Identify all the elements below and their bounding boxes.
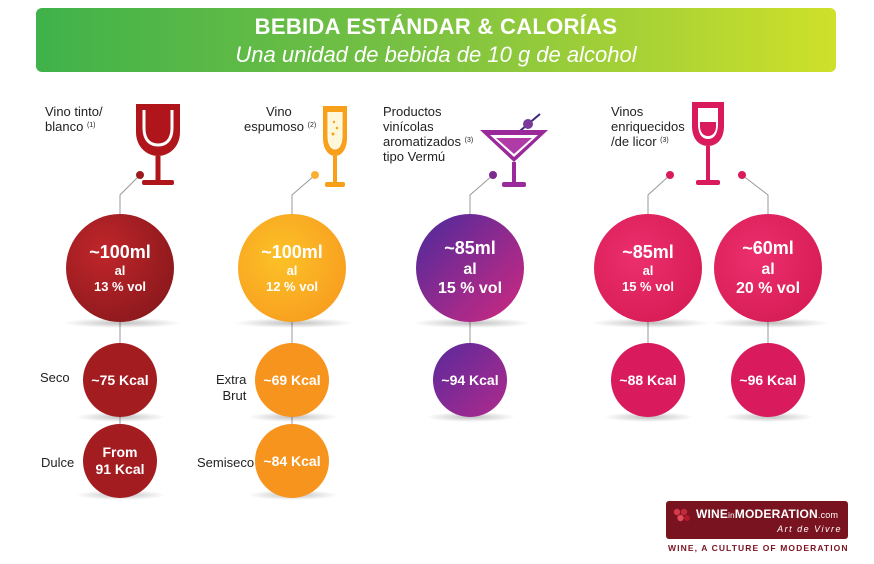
logo-subtitle: WINE, A CULTURE OF MODERATION xyxy=(668,543,849,553)
circle-shadow xyxy=(76,412,166,422)
fortified-b-volume-circle: ~60ml al 20 % vol xyxy=(714,214,822,322)
wine-volume: ~100ml xyxy=(89,241,151,262)
fortified-a-kcal-circle: ~88 Kcal xyxy=(611,343,685,417)
logo-in: in xyxy=(728,511,735,520)
wine-in-moderation-logo[interactable]: WINEinMODERATION.com Art de Vivre xyxy=(666,501,848,539)
header-subtitle: Una unidad de bebida de 10 g de alcohol xyxy=(235,42,637,67)
wine-dry-label: Seco xyxy=(40,370,70,385)
circle-shadow xyxy=(412,318,532,328)
logo-wordmark: WINEinMODERATION.com xyxy=(696,507,838,521)
logo-com: .com xyxy=(817,510,839,520)
fortified-b-kcal-circle: ~96 Kcal xyxy=(731,343,805,417)
wine-label-line1: Vino tinto/ xyxy=(45,104,103,119)
sparkling-label: Vino espumoso (2) xyxy=(244,104,316,134)
circle-shadow xyxy=(710,318,830,328)
fortified-note: (3) xyxy=(660,137,669,144)
wine-sweet-kcal-line2: 91 Kcal xyxy=(95,461,145,477)
extra-brut-line1: Extra xyxy=(216,372,247,387)
fortified-b-volume: ~60ml xyxy=(742,238,794,259)
header-title: BEBIDA ESTÁNDAR & CALORÍAS xyxy=(254,14,618,39)
circle-shadow xyxy=(724,412,814,422)
wine-sweet-label: Dulce xyxy=(41,455,75,470)
aromatized-label-line2: vinícolas xyxy=(383,119,434,134)
header-banner: BEBIDA ESTÁNDAR & CALORÍAS Una unidad de… xyxy=(36,8,836,72)
fortified-wine-glass-icon xyxy=(692,102,724,185)
aromatized-kcal: ~94 Kcal xyxy=(441,371,499,388)
wine-label: Vino tinto/ blanco (1) xyxy=(45,104,103,134)
circle-shadow xyxy=(604,412,694,422)
champagne-flute-icon xyxy=(323,106,347,187)
aromatized-label-line3: aromatizados xyxy=(383,134,462,149)
fortified-label: Vinos enriquecidos /de licor (3) xyxy=(611,104,685,149)
wine-sweet-kcal-circle: From 91 Kcal xyxy=(83,424,157,498)
sparkling-al: al xyxy=(286,263,298,279)
fortified-label-line1: Vinos xyxy=(611,104,644,119)
logo-moderation: MODERATION xyxy=(734,507,818,521)
wine-label-line2: blanco xyxy=(45,119,84,134)
wine-volume-circle: ~100ml al 13 % vol xyxy=(66,214,174,322)
wine-sweet-kcal-line1: From xyxy=(102,444,138,461)
circle-shadow xyxy=(248,412,338,422)
fortified-a-kcal: ~88 Kcal xyxy=(619,371,677,388)
sparkling-note: (2) xyxy=(307,122,317,129)
fortified-b-abv: 20 % vol xyxy=(735,279,801,297)
sparkling-extra-brut-label: Extra Brut xyxy=(216,372,246,404)
sparkling-extra-brut-kcal-circle: ~69 Kcal xyxy=(255,343,329,417)
sparkling-label-line2: espumoso xyxy=(244,119,304,134)
aromatized-label: Productos vinícolas aromatizados (3) tip… xyxy=(383,104,473,164)
cocktail-glass-icon xyxy=(480,113,548,187)
wine-dry-kcal-circle: ~75 Kcal xyxy=(83,343,157,417)
logo-tagline: Art de Vivre xyxy=(777,524,842,534)
aromatized-label-line4: tipo Vermú xyxy=(383,149,446,164)
circle-shadow xyxy=(590,318,710,328)
aromatized-kcal-circle: ~94 Kcal xyxy=(433,343,507,417)
wine-abv: 13 % vol xyxy=(93,278,147,294)
wine-al: al xyxy=(114,263,126,279)
circle-shadow xyxy=(234,318,354,328)
aromatized-note: (3) xyxy=(464,137,474,144)
aromatized-label-line1: Productos xyxy=(383,104,442,119)
fortified-a-abv: 15 % vol xyxy=(621,278,675,294)
fortified-b-kcal: ~96 Kcal xyxy=(739,371,797,388)
aromatized-volume: ~85ml xyxy=(444,238,496,259)
fortified-a-volume-circle: ~85ml al 15 % vol xyxy=(594,214,702,322)
fortified-label-line2: enriquecidos xyxy=(611,119,685,134)
sparkling-extra-brut-kcal: ~69 Kcal xyxy=(263,371,321,388)
fortified-label-line3: /de licor xyxy=(611,134,657,149)
aromatized-volume-circle: ~85ml al 15 % vol xyxy=(416,214,524,322)
fortified-b-al: al xyxy=(761,260,775,278)
aromatized-abv: 15 % vol xyxy=(437,279,503,297)
sparkling-semiseco-kcal-circle: ~84 Kcal xyxy=(255,424,329,498)
extra-brut-line2: Brut xyxy=(222,388,247,403)
fortified-a-volume: ~85ml xyxy=(622,241,674,262)
wine-note: (1) xyxy=(86,122,96,129)
sparkling-semiseco-kcal: ~84 Kcal xyxy=(263,452,321,469)
sparkling-abv: 12 % vol xyxy=(265,278,319,294)
logo-wine: WINE xyxy=(696,507,729,521)
fortified-a-al: al xyxy=(642,263,654,279)
wine-dry-kcal: ~75 Kcal xyxy=(91,371,149,388)
aromatized-al: al xyxy=(463,260,477,278)
red-wine-glass-icon xyxy=(136,104,180,185)
circle-shadow xyxy=(62,318,182,328)
sparkling-volume-circle: ~100ml al 12 % vol xyxy=(238,214,346,322)
sparkling-volume: ~100ml xyxy=(261,241,323,262)
sparkling-label-line1: Vino xyxy=(266,104,292,119)
sparkling-semiseco-label: Semiseco xyxy=(197,455,255,470)
grape-icon xyxy=(673,508,690,522)
circle-shadow xyxy=(426,412,516,422)
